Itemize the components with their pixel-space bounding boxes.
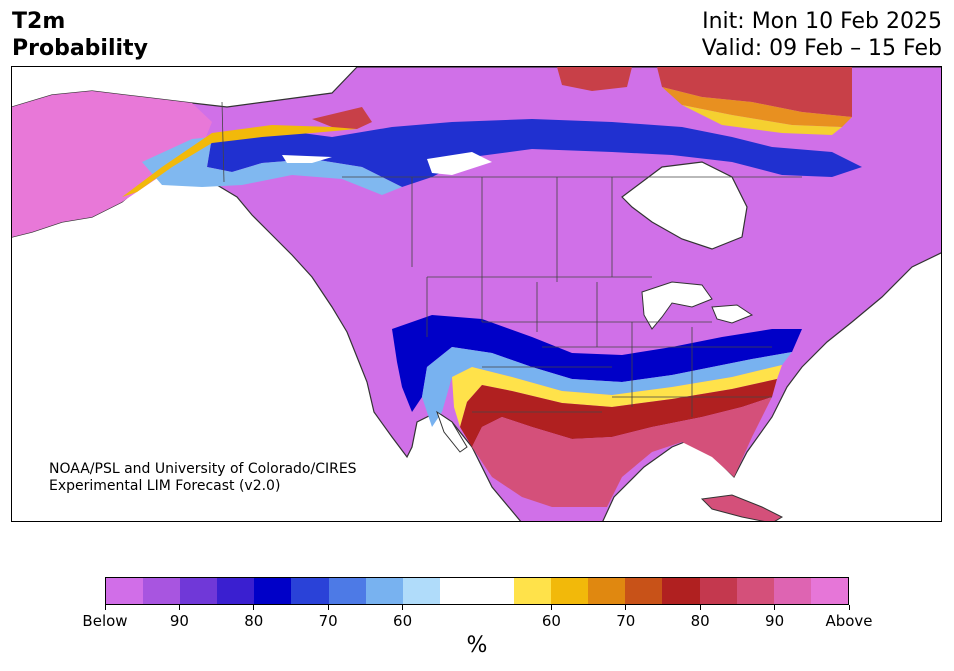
- colorbar-unit: %: [466, 633, 488, 658]
- colorbar-cell: [588, 578, 626, 604]
- colorbar-tick-mark: [699, 605, 701, 610]
- arctic-yellow: [682, 105, 842, 135]
- colorbar-tick-label: 70: [616, 612, 636, 630]
- warm-band-south-red: [460, 379, 777, 447]
- hudson-bay: [621, 161, 748, 250]
- title-line-1: T2m: [12, 9, 66, 34]
- cold-band-south: [392, 315, 802, 412]
- gulf-of-california: [436, 410, 468, 453]
- colorbar-cell: [439, 578, 477, 604]
- colorbar-cell: [143, 578, 181, 604]
- valid-range: Valid: 09 Feb – 15 Feb: [701, 36, 942, 61]
- colorbar-cell: [328, 578, 366, 604]
- colorbar-cell: [773, 578, 811, 604]
- cold-band-north: [207, 119, 862, 187]
- map-svg: [12, 67, 941, 521]
- colorbar-tick-label: 90: [765, 612, 785, 630]
- colorbar-tick-mark: [104, 605, 106, 610]
- title-line-2: Probability: [12, 36, 148, 61]
- attribution-line-1: NOAA/PSL and University of Colorado/CIRE…: [49, 461, 357, 477]
- colorbar-cell: [551, 578, 589, 604]
- colorbar-cell: [180, 578, 218, 604]
- colorbar-tick-label: 70: [318, 612, 338, 630]
- colorbar-cell: [254, 578, 292, 604]
- colorbar-cell: [402, 578, 440, 604]
- attribution: NOAA/PSL and University of Colorado/CIRE…: [49, 461, 357, 495]
- arctic-orange: [662, 87, 852, 127]
- colorbar-cell: [810, 578, 848, 604]
- arctic-warm: [557, 67, 852, 117]
- init-date: Init: Mon 10 Feb 2025: [702, 9, 942, 34]
- colorbar-cell: [476, 578, 515, 604]
- alaska-pink: [12, 91, 212, 237]
- colorbar-tick-mark: [550, 605, 552, 610]
- state-borders: [221, 101, 802, 417]
- colorbar-tick-label: 90: [169, 612, 189, 630]
- colorbar-cell: [662, 578, 700, 604]
- colorbar-cell: [514, 578, 552, 604]
- cuba: [700, 494, 784, 521]
- colorbar-tick-mark: [178, 605, 180, 610]
- colorbar-cell: [699, 578, 737, 604]
- colorbar-tick-label: Above: [825, 612, 873, 630]
- colorbar-tick-label: 80: [244, 612, 264, 630]
- colorbar-tick-label: 60: [541, 612, 561, 630]
- attribution-line-2: Experimental LIM Forecast (v2.0): [49, 478, 281, 494]
- colorbar-cell: [106, 578, 144, 604]
- forecast-dates: Init: Mon 10 Feb 2025 Valid: 09 Feb – 15…: [702, 8, 942, 62]
- colorbar-cell: [625, 578, 663, 604]
- colorbar-tick-mark: [253, 605, 255, 610]
- colorbar-tick-label: 80: [690, 612, 710, 630]
- forecast-map: [11, 66, 942, 522]
- colorbar-tick-label: 60: [393, 612, 413, 630]
- warm-band-south-yellow: [452, 365, 782, 427]
- warm-fringe-north-red: [312, 107, 372, 129]
- colorbar-tick-mark: [848, 605, 850, 610]
- map-title: T2m Probability: [12, 8, 148, 62]
- colorbar-cell: [291, 578, 329, 604]
- colorbar-cell: [365, 578, 403, 604]
- colorbar-tick-mark: [327, 605, 329, 610]
- colorbar-cell: [217, 578, 255, 604]
- cold-band-north-light: [142, 137, 402, 195]
- colorbar-tick-label: Below: [82, 612, 128, 630]
- colorbar-tick-mark: [402, 605, 404, 610]
- colorbar-cell: [736, 578, 774, 604]
- colorbar-tick-mark: [774, 605, 776, 610]
- colorbar-tick-mark: [625, 605, 627, 610]
- warm-south-pink: [472, 397, 772, 507]
- probability-colorbar: [105, 577, 849, 605]
- cold-band-north-white: [282, 152, 492, 175]
